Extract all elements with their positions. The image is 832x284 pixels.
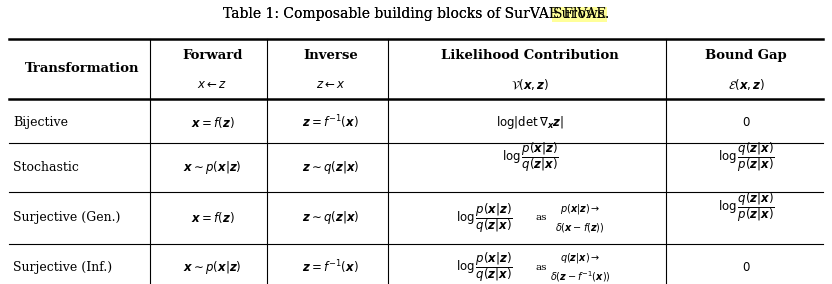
Text: as: as — [535, 213, 547, 222]
Text: $x \leftarrow z$: $x \leftarrow z$ — [197, 78, 227, 91]
Text: $\log \dfrac{q(\boldsymbol{z}|\boldsymbol{x})}{p(\boldsymbol{z}|\boldsymbol{x})}: $\log \dfrac{q(\boldsymbol{z}|\boldsymbo… — [718, 140, 775, 174]
Text: $\log \dfrac{p(\boldsymbol{x}|\boldsymbol{z})}{q(\boldsymbol{z}|\boldsymbol{x})}: $\log \dfrac{p(\boldsymbol{x}|\boldsymbo… — [502, 140, 558, 174]
Text: $0$: $0$ — [742, 116, 750, 129]
Text: Likelihood Contribution: Likelihood Contribution — [441, 49, 619, 62]
Text: SurVAE: SurVAE — [552, 7, 607, 21]
Text: Bijective: Bijective — [13, 116, 68, 129]
Text: $\log|\det \nabla_{\boldsymbol{x}} \boldsymbol{z}|$: $\log|\det \nabla_{\boldsymbol{x}} \bold… — [496, 114, 564, 131]
Text: $\log \dfrac{p(\boldsymbol{x}|\boldsymbol{z})}{q(\boldsymbol{z}|\boldsymbol{x})}: $\log \dfrac{p(\boldsymbol{x}|\boldsymbo… — [456, 250, 513, 284]
Text: $p(\boldsymbol{x}|\boldsymbol{z}) \to$: $p(\boldsymbol{x}|\boldsymbol{z}) \to$ — [560, 202, 601, 216]
Text: $\boldsymbol{x} = f(\boldsymbol{z})$: $\boldsymbol{x} = f(\boldsymbol{z})$ — [191, 210, 235, 225]
Text: $\boldsymbol{z} \sim q(\boldsymbol{z}|\boldsymbol{x})$: $\boldsymbol{z} \sim q(\boldsymbol{z}|\b… — [302, 209, 359, 226]
Text: $z \leftarrow x$: $z \leftarrow x$ — [316, 78, 346, 91]
Text: $\boldsymbol{x} \sim p(\boldsymbol{x}|\boldsymbol{z})$: $\boldsymbol{x} \sim p(\boldsymbol{x}|\b… — [183, 259, 242, 275]
Text: $\delta(\boldsymbol{z} - f^{-1}(\boldsymbol{x}))$: $\delta(\boldsymbol{z} - f^{-1}(\boldsym… — [550, 269, 611, 284]
Text: Inverse: Inverse — [304, 49, 359, 62]
Text: Surjective (Gen.): Surjective (Gen.) — [13, 211, 121, 224]
Text: $\boldsymbol{z} = f^{-1}(\boldsymbol{x})$: $\boldsymbol{z} = f^{-1}(\boldsymbol{x})… — [303, 114, 359, 131]
Text: Table 1: Composable building blocks of SurVAE Flows.: Table 1: Composable building blocks of S… — [223, 7, 609, 21]
Text: $\boldsymbol{x} \sim p(\boldsymbol{x}|\boldsymbol{z})$: $\boldsymbol{x} \sim p(\boldsymbol{x}|\b… — [183, 159, 242, 176]
Text: $\delta(\boldsymbol{x} - f(\boldsymbol{z}))$: $\delta(\boldsymbol{x} - f(\boldsymbol{z… — [555, 221, 605, 233]
Text: Surjective (Inf.): Surjective (Inf.) — [13, 261, 112, 273]
Text: $\boldsymbol{z} = f^{-1}(\boldsymbol{x})$: $\boldsymbol{z} = f^{-1}(\boldsymbol{x})… — [303, 258, 359, 276]
Text: as: as — [535, 263, 547, 272]
Text: $\log \dfrac{q(\boldsymbol{z}|\boldsymbol{x})}{p(\boldsymbol{z}|\boldsymbol{x})}: $\log \dfrac{q(\boldsymbol{z}|\boldsymbo… — [718, 191, 775, 224]
Text: $0$: $0$ — [742, 261, 750, 273]
Text: $\boldsymbol{x} = f(\boldsymbol{z})$: $\boldsymbol{x} = f(\boldsymbol{z})$ — [191, 115, 235, 130]
Text: $\log \dfrac{p(\boldsymbol{x}|\boldsymbol{z})}{q(\boldsymbol{z}|\boldsymbol{x})}: $\log \dfrac{p(\boldsymbol{x}|\boldsymbo… — [456, 201, 513, 235]
Text: Forward: Forward — [182, 49, 243, 62]
Text: Table 1: Composable building blocks of SurVAE Flows.: Table 1: Composable building blocks of S… — [223, 7, 609, 21]
Text: Bound Gap: Bound Gap — [706, 49, 787, 62]
Text: $q(\boldsymbol{z}|\boldsymbol{x}) \to$: $q(\boldsymbol{z}|\boldsymbol{x}) \to$ — [560, 251, 601, 265]
Text: Transformation: Transformation — [24, 62, 139, 76]
Text: $\mathcal{E}(\boldsymbol{x}, \boldsymbol{z})$: $\mathcal{E}(\boldsymbol{x}, \boldsymbol… — [728, 77, 765, 92]
Text: $\boldsymbol{z} \sim q(\boldsymbol{z}|\boldsymbol{x})$: $\boldsymbol{z} \sim q(\boldsymbol{z}|\b… — [302, 159, 359, 176]
Text: Stochastic: Stochastic — [13, 161, 79, 174]
Text: $\mathcal{V}(\boldsymbol{x}, \boldsymbol{z})$: $\mathcal{V}(\boldsymbol{x}, \boldsymbol… — [511, 77, 549, 92]
